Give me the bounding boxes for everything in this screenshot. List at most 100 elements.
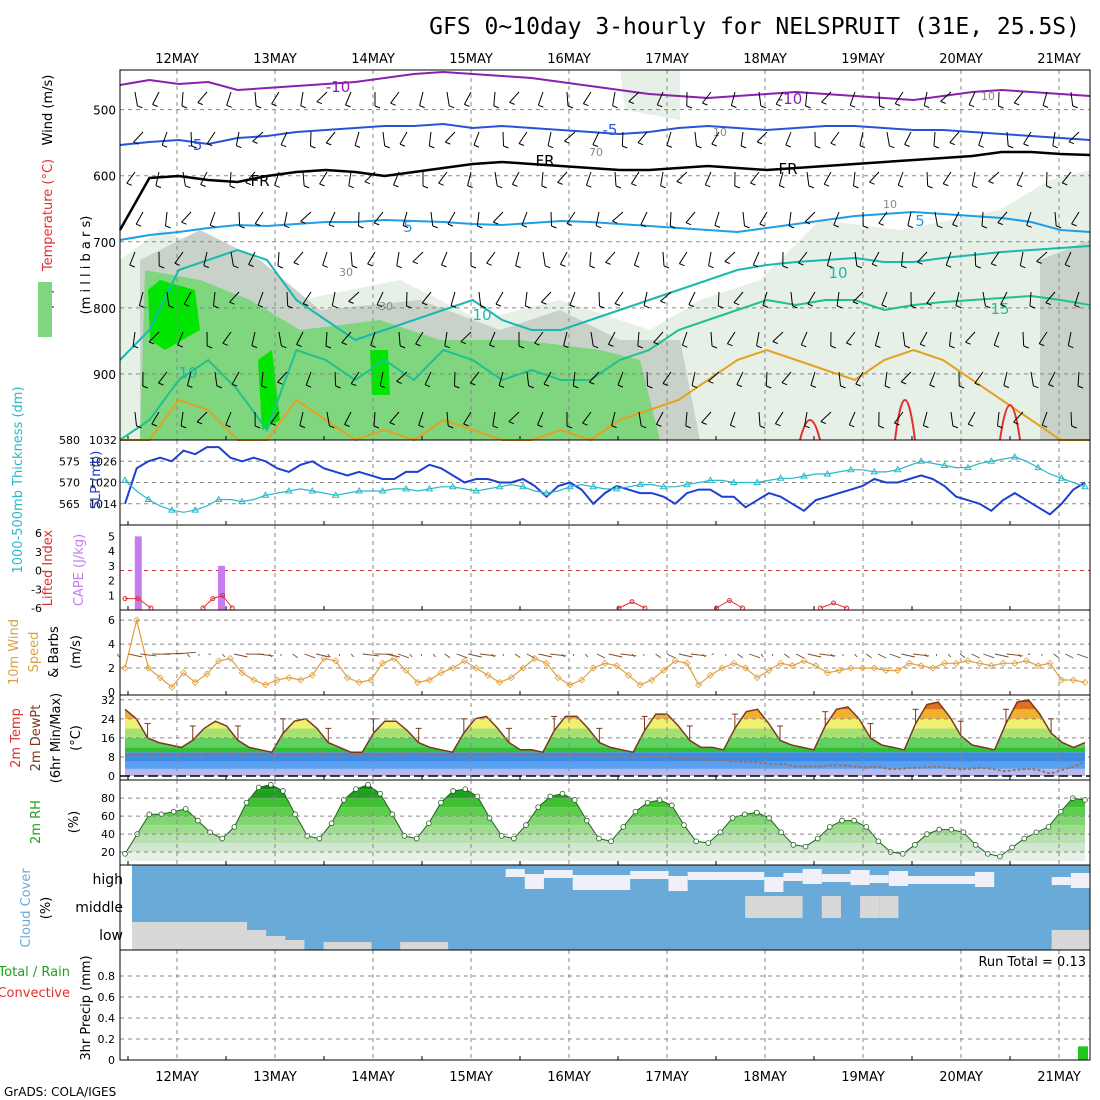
wind-barb-flag	[384, 145, 390, 149]
wind-barb	[589, 251, 592, 266]
wind-barb	[982, 291, 986, 306]
rh-marker	[474, 793, 481, 800]
wind-barb	[486, 251, 496, 264]
wind-barb-flag	[352, 265, 358, 269]
wind-barb-flag	[454, 385, 460, 389]
thickness-marker	[636, 480, 645, 488]
high-cloud-clear	[668, 876, 688, 891]
wind-barb	[778, 171, 784, 186]
wind-speed-marker	[882, 666, 890, 675]
wind-barb-flag	[994, 344, 1000, 348]
wind-barb	[949, 131, 960, 143]
precip-tick-label: 0.4	[98, 1012, 116, 1025]
slp-tick-label: 1020	[89, 477, 117, 490]
wind-barb-flag	[850, 104, 856, 108]
wind-barb-flag	[872, 263, 878, 267]
high-cloud-clear	[888, 871, 908, 886]
wind-barb-flag	[640, 224, 647, 228]
wind-barb-flag	[849, 424, 855, 428]
wind-barb-10m	[116, 653, 120, 658]
wind-barb-flag	[566, 425, 573, 429]
wind-barb-flag	[1062, 182, 1068, 186]
rh-marker	[899, 851, 906, 857]
high-cloud-clear	[802, 869, 822, 884]
wind-barb-flag	[277, 265, 284, 269]
wind-barb-flag	[798, 262, 804, 266]
wind-barb	[965, 331, 976, 343]
rh-marker	[316, 835, 323, 842]
wind-barb	[821, 91, 832, 103]
wind-barb-flag	[396, 265, 402, 269]
wind-barb-flag	[1014, 102, 1020, 106]
wind-barb	[854, 251, 858, 266]
wind-barb	[274, 171, 280, 186]
wind-barb	[990, 251, 1000, 264]
wind-barb-flag	[676, 181, 682, 184]
wind-axis-label-4: (m/s)	[69, 635, 84, 669]
wind-barb-flag	[518, 345, 525, 349]
wind-speed-marker	[765, 666, 773, 675]
wind-barb-flag	[730, 424, 736, 428]
wind-barb	[278, 331, 282, 346]
wind-barb	[733, 291, 744, 304]
wind-barb	[251, 331, 256, 346]
wind-barb	[785, 131, 792, 146]
wind-speed-marker	[718, 664, 726, 672]
wind-barb	[1016, 171, 1024, 185]
li-marker	[122, 596, 128, 602]
wind-barb-10m	[491, 653, 495, 658]
wind-barb-flag	[641, 425, 647, 429]
wind-speed-marker	[999, 659, 1007, 667]
cape-tick-label: 4	[108, 545, 115, 558]
wind-barb-10m	[1065, 653, 1074, 659]
wind-barb	[469, 371, 480, 384]
thickness-marker	[846, 465, 855, 473]
top-date-label: 20MAY	[939, 52, 983, 67]
wind-barb	[1023, 131, 1032, 145]
wind-barb	[537, 91, 544, 106]
wind-barb	[322, 251, 328, 266]
wind-barb-flag	[727, 343, 733, 347]
wind-barb	[897, 171, 904, 186]
wind-barb	[245, 171, 256, 183]
low-cloud-clear	[266, 936, 286, 950]
wind-barb-flag	[492, 425, 498, 429]
thickness-tick-label: 575	[59, 455, 80, 468]
wind-barb	[708, 371, 720, 382]
wind-speed-marker	[870, 664, 878, 672]
thickness-marker	[589, 482, 598, 490]
wind-barb	[180, 411, 184, 426]
wind-barb	[566, 91, 569, 107]
wind-barb	[907, 211, 912, 226]
wind-barb	[902, 331, 906, 346]
wind-barb	[607, 331, 616, 345]
wind-barb	[1046, 171, 1048, 187]
wind-barb-flag	[449, 105, 455, 109]
wind-barb-flag	[566, 223, 573, 226]
wind-tick-label: 2	[108, 662, 115, 675]
wind-barb-flag	[622, 145, 628, 149]
wind-barb	[299, 411, 304, 426]
wind-barb	[756, 131, 768, 143]
wind-barb	[502, 131, 504, 147]
wind-barb	[196, 411, 208, 423]
rh-marker	[1009, 844, 1015, 851]
temp-axis-label-1: 2m Temp	[9, 708, 24, 768]
wind-barb-flag	[225, 424, 231, 428]
wind-barb-flag	[631, 183, 637, 187]
thickness-marker	[472, 487, 481, 494]
wind-barb-flag	[358, 225, 364, 229]
wind-barb-flag	[168, 305, 175, 309]
wind-barb-flag	[495, 303, 502, 307]
wind-barb-flag	[274, 184, 280, 188]
wind-speed-marker	[929, 664, 937, 672]
wind-barb	[334, 371, 337, 387]
wind-barb	[833, 211, 840, 226]
rh-marker	[413, 835, 420, 842]
wind-barb-flag	[541, 301, 547, 305]
rh-marker	[304, 833, 311, 839]
rh-marker	[644, 799, 651, 806]
wind-barb	[444, 331, 448, 346]
high-cloud-clear	[1070, 873, 1090, 888]
slp-tick-label: 1014	[89, 498, 117, 511]
